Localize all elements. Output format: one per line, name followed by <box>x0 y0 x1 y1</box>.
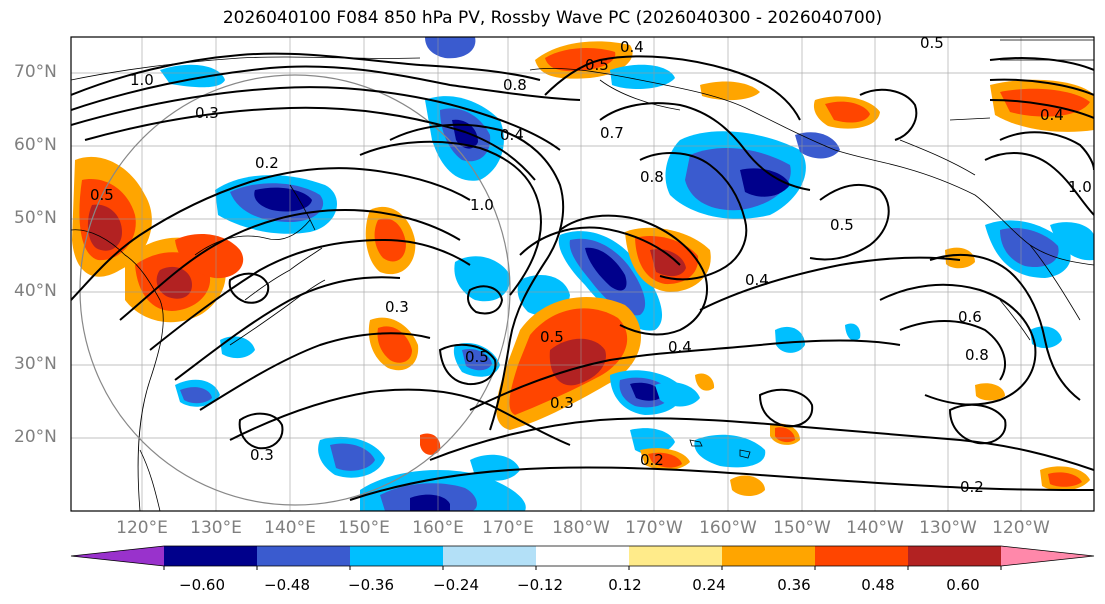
colorbar-tick-label: −0.12 <box>517 576 563 594</box>
contour-label: 0.8 <box>640 168 664 186</box>
contour-label: 1.0 <box>470 196 494 214</box>
contour-label: 0.8 <box>503 76 527 94</box>
anomaly-fill-layer <box>72 37 1094 511</box>
longitude-label: 150°E <box>338 518 390 538</box>
contour-label: 0.3 <box>195 104 219 122</box>
colorbar-tick-label: −0.36 <box>348 576 394 594</box>
latitude-label: 60°N <box>14 135 57 155</box>
longitude-label: 120°W <box>992 518 1050 538</box>
contour-label: 0.4 <box>668 338 692 356</box>
contour-label: 0.4 <box>745 271 769 289</box>
contour-label: 0.8 <box>965 346 989 364</box>
colorbar-tick-label: 0.60 <box>946 576 980 594</box>
contour-label: 0.3 <box>250 446 274 464</box>
longitude-label: 170°E <box>482 518 534 538</box>
coastlines <box>71 39 1094 511</box>
colorbar-tick-label: 0.36 <box>777 576 811 594</box>
contour-label: 0.5 <box>920 34 944 52</box>
contour-label: 1.0 <box>1068 178 1092 196</box>
contour-label: 0.3 <box>550 394 574 412</box>
contour-label: 0.3 <box>385 298 409 316</box>
latitude-label: 50°N <box>14 208 57 228</box>
map-gridlines <box>71 37 1094 511</box>
contour-label: 0.4 <box>1040 106 1064 124</box>
colorbar-tick-label: −0.48 <box>264 576 310 594</box>
pv-contours <box>71 52 1094 501</box>
contour-label: 0.4 <box>500 126 524 144</box>
colorbar-tick-label: −0.24 <box>433 576 479 594</box>
latitude-label: 70°N <box>14 62 57 82</box>
chart-title: 2026040100 F084 850 hPa PV, Rossby Wave … <box>222 8 883 28</box>
latitude-label: 20°N <box>14 427 57 447</box>
contour-label: 0.5 <box>465 348 489 366</box>
contour-label: 0.2 <box>640 451 664 469</box>
latitude-label: 30°N <box>14 354 57 374</box>
contour-label: 0.6 <box>958 308 982 326</box>
longitude-label: 130°W <box>919 518 977 538</box>
contour-label: 1.0 <box>130 71 154 89</box>
longitude-label: 160°W <box>699 518 757 538</box>
contour-label: 0.5 <box>830 216 854 234</box>
contour-label: 0.4 <box>620 38 644 56</box>
longitude-label: 160°E <box>412 518 464 538</box>
contour-label-layer: 1.0 0.3 0.8 0.4 0.5 0.5 0.7 0.8 1.0 0.2 … <box>90 34 1092 496</box>
contour-label: 0.2 <box>960 478 984 496</box>
longitude-label: 170°W <box>625 518 683 538</box>
longitude-label: 120°E <box>116 518 168 538</box>
colorbar-tick-label: −0.60 <box>179 576 225 594</box>
longitude-label: 140°E <box>264 518 316 538</box>
latitude-label: 40°N <box>14 281 57 301</box>
contour-label: 0.7 <box>600 124 624 142</box>
longitude-label: 180°W <box>552 518 610 538</box>
longitude-label: 140°W <box>846 518 904 538</box>
longitude-label: 130°E <box>190 518 242 538</box>
colorbar-tick-label: 0.48 <box>861 576 895 594</box>
contour-label: 0.2 <box>255 154 279 172</box>
longitude-label: 150°W <box>773 518 831 538</box>
contour-label: 0.5 <box>585 56 609 74</box>
contour-label: 0.5 <box>90 186 114 204</box>
colorbar-tick-label: 0.12 <box>608 576 642 594</box>
map-frame <box>70 36 1095 512</box>
colorbar-tick-label: 0.24 <box>692 576 726 594</box>
contour-label: 0.5 <box>540 328 564 346</box>
